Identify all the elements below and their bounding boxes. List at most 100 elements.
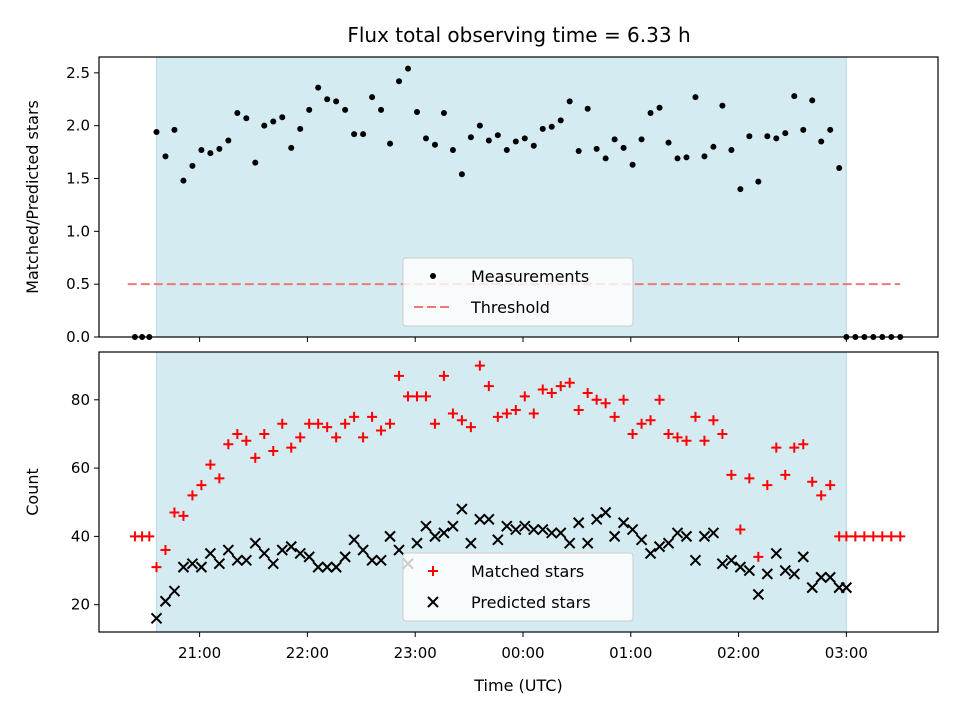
legend-label: Threshold: [470, 298, 550, 317]
y-axis-label: Count: [23, 468, 42, 516]
predicted-stars-point: [510, 523, 522, 536]
matched-stars-point: [214, 473, 225, 484]
predicted-stars-point: [420, 520, 432, 532]
measurement-point: [638, 136, 645, 143]
predicted-stars-point: [644, 547, 657, 560]
chart-title: Flux total observing time = 6.33 h: [347, 23, 690, 47]
matched-stars-point: [618, 394, 629, 405]
legend: Measurements Threshold: [402, 257, 634, 327]
measurement-point: [809, 97, 816, 104]
matched-stars-point: [591, 394, 602, 405]
predicted-stars-point: [501, 520, 513, 532]
matched-stars-point: [169, 507, 180, 518]
y-axis-label: Matched/Predicted stars: [23, 100, 42, 294]
measurement-point: [566, 98, 573, 105]
y-tick-label: 0.5: [66, 275, 90, 293]
measurement-point: [476, 122, 483, 129]
predicted-stars-point: [707, 527, 720, 539]
measurement-point: [315, 84, 322, 91]
predicted-stars-point: [581, 537, 594, 549]
matched-stars-point: [187, 490, 198, 501]
matched-stars-point: [385, 418, 396, 429]
measurement-point: [288, 144, 295, 151]
predicted-stars-point: [734, 561, 747, 573]
x-tick-label: 23:00: [394, 644, 437, 662]
predicted-stars-point: [743, 564, 756, 577]
matched-stars-point: [492, 411, 503, 422]
measurement-point: [297, 125, 304, 132]
matched-stars-point: [411, 391, 422, 402]
x-tick-label: 22:00: [286, 644, 329, 662]
predicted-stars-point: [716, 557, 729, 570]
matched-stars-point: [429, 418, 440, 429]
measurement-point: [539, 125, 546, 132]
measurement-point: [162, 153, 169, 160]
measurement-point: [198, 146, 205, 153]
measurement-point: [746, 133, 753, 140]
matched-stars-point: [367, 411, 378, 422]
predicted-stars-point: [483, 513, 495, 526]
predicted-stars-point: [662, 537, 675, 549]
measurement-point: [791, 93, 798, 100]
predicted-stars-point: [546, 527, 558, 539]
matched-stars-point: [537, 384, 548, 395]
matched-stars-point: [735, 524, 746, 535]
matched-stars-point: [672, 432, 683, 443]
matched-stars-point: [726, 469, 737, 480]
x-tick-label: 00:00: [501, 644, 544, 662]
matched-stars-point: [465, 422, 476, 433]
matched-stars-point: [699, 435, 710, 446]
legend: Matched stars Predicted stars: [402, 552, 634, 622]
predicted-stars-point: [168, 585, 181, 597]
legend-label: Matched stars: [471, 562, 584, 581]
matched-stars-point: [358, 432, 369, 443]
matched-stars-point: [859, 531, 870, 542]
predicted-stars-point: [698, 530, 711, 543]
measurement-point: [494, 132, 501, 139]
matched-stars-point: [708, 415, 719, 426]
y-tick-label: 80: [71, 391, 90, 409]
measurement-point: [575, 148, 582, 155]
x-tick-label: 21:00: [178, 644, 221, 662]
measurement-point: [171, 126, 178, 133]
measurement-point: [261, 122, 268, 129]
matched-stars-point: [690, 411, 701, 422]
measurement-point: [405, 65, 412, 72]
predicted-stars-point: [312, 561, 324, 573]
predicted-stars-point: [815, 571, 827, 584]
matched-stars-point: [528, 408, 539, 419]
measurement-point: [818, 138, 825, 145]
x-tick-label: 01:00: [609, 644, 652, 662]
measurement-point: [207, 150, 214, 157]
predicted-stars-point: [761, 568, 774, 580]
legend-box: [402, 552, 634, 622]
measurement-point: [449, 146, 456, 153]
measurement-point: [234, 110, 241, 116]
predicted-stars-point: [635, 534, 648, 546]
predicted-stars-point: [231, 554, 244, 567]
predicted-stars-point: [590, 513, 603, 526]
matched-stars-point: [420, 391, 431, 402]
predicted-stars-point: [285, 540, 297, 553]
legend-label: Measurements: [471, 267, 589, 286]
matched-stars-point: [474, 360, 485, 371]
matched-stars-point: [501, 408, 512, 419]
matched-stars-point: [841, 531, 852, 542]
predicted-stars-point: [303, 551, 315, 563]
matched-stars-point: [205, 459, 216, 470]
predicted-stars-point: [339, 551, 351, 563]
predicted-stars-point: [384, 530, 396, 543]
count-panel: 20 40 60 80 21:00 22:00 23:00 00:00 01:00 02:00 03…: [23, 351, 939, 695]
measurement-point: [521, 135, 528, 142]
measurement-point: [764, 133, 771, 140]
measurement-point: [602, 155, 609, 162]
measurement-point: [270, 118, 277, 125]
measurement-point: [710, 143, 717, 150]
measurement-point: [413, 108, 420, 115]
y-tick-label: 2.0: [66, 117, 90, 135]
predicted-stars-point: [447, 520, 459, 532]
measurement-point: [431, 141, 438, 148]
matched-stars-point: [144, 531, 155, 542]
x-tick-label: 03:00: [825, 644, 868, 662]
